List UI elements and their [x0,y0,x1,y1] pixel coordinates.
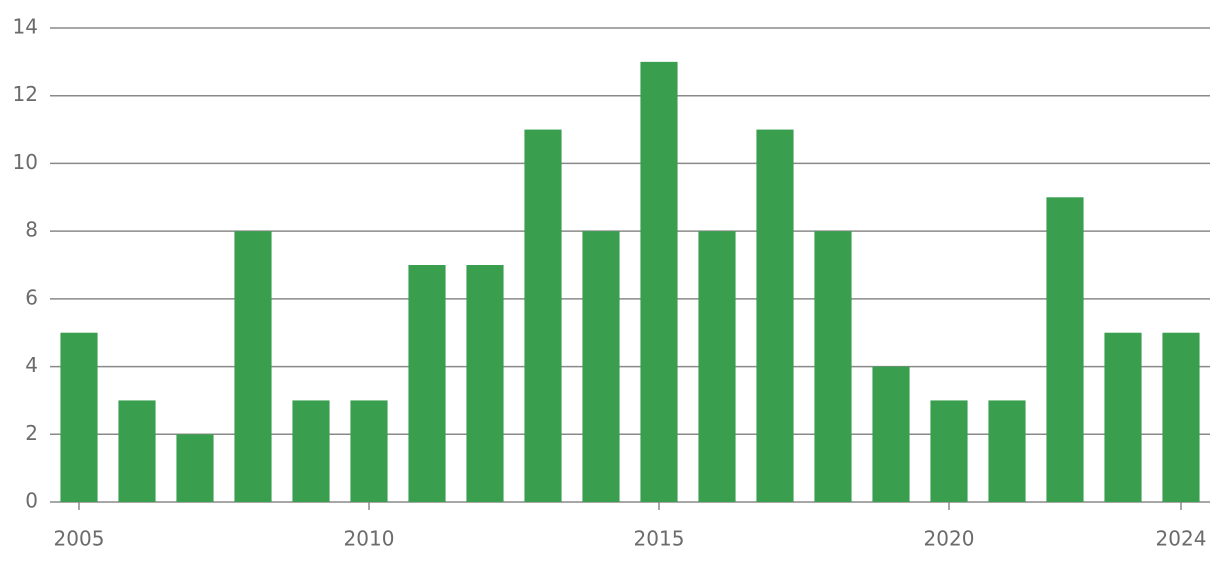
y-tick-label: 2 [25,421,38,445]
bar [1046,197,1084,503]
bar [640,61,678,502]
bar [466,265,504,502]
bar [60,332,98,502]
y-tick-label: 10 [13,150,38,174]
bar [698,231,736,502]
bar [988,400,1026,502]
bar [292,400,330,502]
bar [118,400,156,502]
y-tick-label: 6 [25,285,38,309]
x-tick-label: 2024 [1156,527,1207,551]
bar [1162,332,1200,502]
y-tick-label: 12 [13,82,38,106]
y-tick-label: 14 [13,15,38,39]
bar [350,400,388,502]
x-tick-label: 2010 [344,527,395,551]
bar [756,129,794,503]
x-tick-label: 2015 [634,527,685,551]
x-tick-label: 2005 [54,527,105,551]
bar [814,231,852,502]
bar [582,231,620,502]
y-tick-label: 8 [25,218,38,242]
y-tick-label: 4 [25,353,38,377]
bar [524,129,562,503]
bar [176,434,214,502]
bar [408,265,446,502]
bar [872,366,910,502]
x-tick-label: 2020 [924,527,975,551]
y-tick-label: 0 [25,489,38,513]
bar [234,231,272,502]
bar [930,400,968,502]
bar [1104,332,1142,502]
